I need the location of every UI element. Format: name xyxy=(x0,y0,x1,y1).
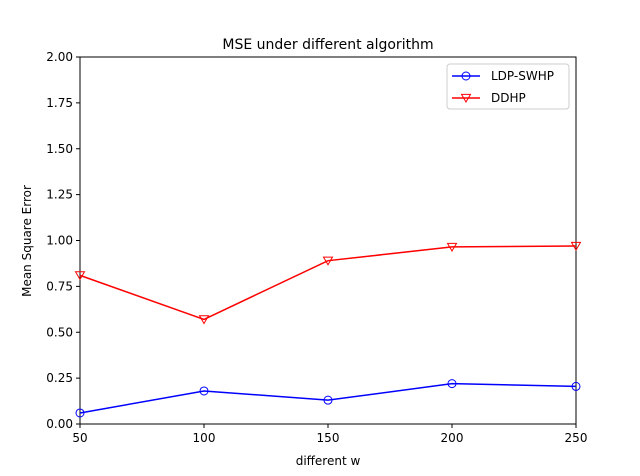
data-point-ddhp xyxy=(74,271,86,281)
legend-item-ddhp: DDHP xyxy=(452,91,526,105)
data-point-ddhp xyxy=(570,241,582,252)
data-point-ldp-swhp xyxy=(75,408,85,418)
legend-marker xyxy=(460,93,472,104)
y-tick-label: 0.00 xyxy=(46,417,73,431)
y-tick-label: 0.25 xyxy=(46,371,73,385)
data-point-ldp-swhp xyxy=(571,381,581,391)
legend-item-ldp-swhp: LDP-SWHP xyxy=(452,69,554,83)
series-line-ldp-swhp xyxy=(79,382,577,414)
x-tick-label: 50 xyxy=(72,431,87,445)
x-axis: 50 100 150 200 250 xyxy=(72,424,587,445)
y-tick-label: 0.75 xyxy=(46,279,73,293)
data-point-ddhp xyxy=(446,242,458,252)
x-tick-label: 250 xyxy=(565,431,588,445)
series-layer xyxy=(74,241,582,418)
series-ddhp xyxy=(74,241,582,325)
legend-label: DDHP xyxy=(491,91,526,105)
x-axis-label: different w xyxy=(296,454,361,468)
x-tick-label: 150 xyxy=(317,431,340,445)
data-point-ldp-swhp xyxy=(323,395,333,405)
data-point-ddhp xyxy=(198,315,210,325)
data-point-ldp-swhp xyxy=(199,386,209,396)
y-tick-label: 1.00 xyxy=(46,234,73,248)
legend-label: LDP-SWHP xyxy=(491,69,554,83)
y-axis: 0.00 0.25 0.50 0.75 1.00 1.25 1.50 1.75 2.00 xyxy=(46,50,80,431)
x-tick-label: 200 xyxy=(441,431,464,445)
series-ldp-swhp xyxy=(75,379,581,418)
y-tick-label: 2.00 xyxy=(46,50,73,64)
legend-marker xyxy=(461,71,471,81)
y-tick-label: 0.50 xyxy=(46,325,73,339)
series-line-ddhp xyxy=(79,245,577,321)
x-tick-label: 100 xyxy=(193,431,216,445)
y-tick-label: 1.25 xyxy=(46,188,73,202)
y-tick-label: 1.75 xyxy=(46,96,73,110)
data-point-ddhp xyxy=(322,256,334,266)
data-point-ldp-swhp xyxy=(447,379,457,389)
legend: LDP-SWHP DDHP xyxy=(446,63,570,110)
y-tick-label: 1.50 xyxy=(46,142,73,156)
chart-title: MSE under different algorithm xyxy=(222,37,433,53)
y-axis-label: Mean Square Error xyxy=(20,185,34,297)
